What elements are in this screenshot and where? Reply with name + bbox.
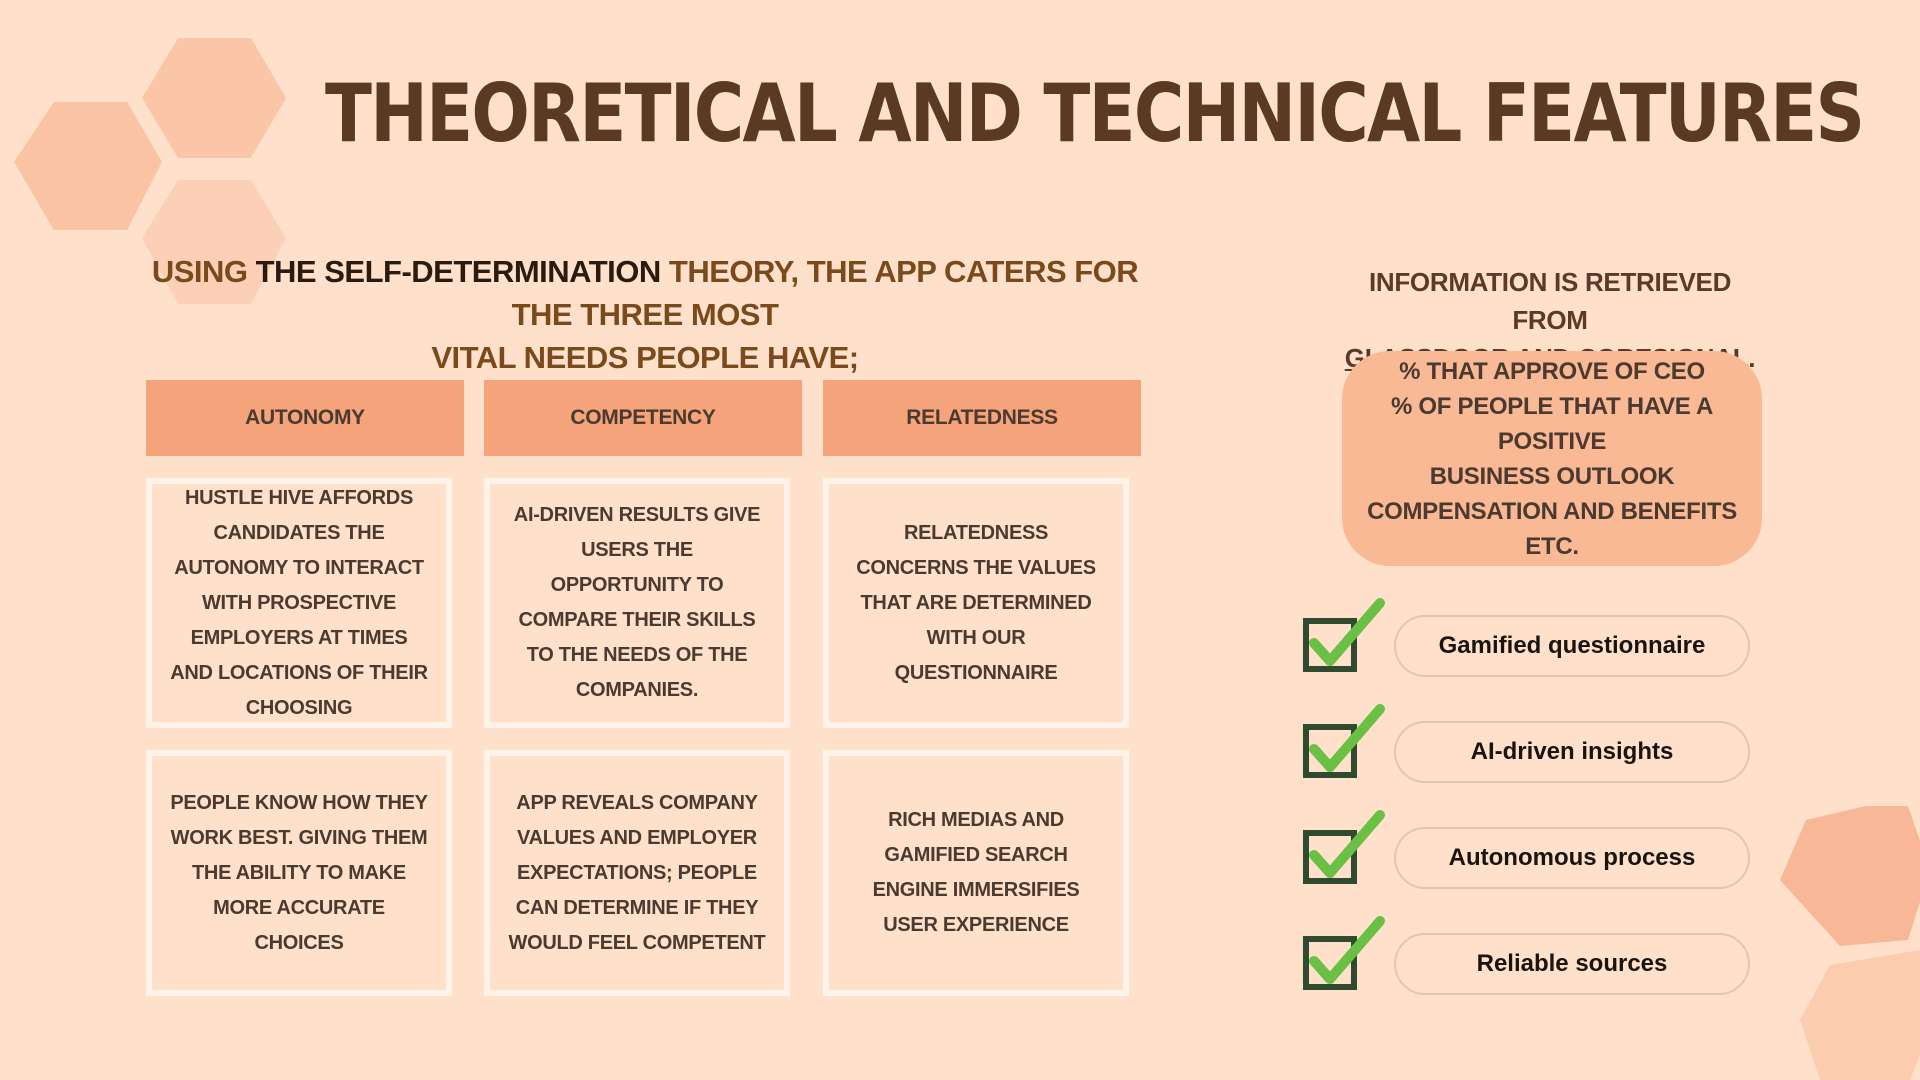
metrics-box: % THAT APPROVE OF CEO % OF PEOPLE THAT H…	[1342, 351, 1762, 566]
page-title: THEORETICAL AND TECHNICAL FEATURES	[325, 67, 1865, 160]
metric-item: % THAT APPROVE OF CEO	[1399, 357, 1705, 385]
column-header-autonomy: AUTONOMY	[146, 380, 464, 456]
cell-autonomy-2: PEOPLE KNOW HOW THEY WORK BEST. GIVING T…	[146, 750, 452, 996]
cell-competency-2: APP REVEALS COMPANY VALUES AND EMPLOYER …	[484, 750, 790, 996]
checkbox-checked-icon	[1303, 704, 1385, 778]
cell-relatedness-1: RELATEDNESS CONCERNS THE VALUES THAT ARE…	[823, 478, 1129, 728]
feature-pill-ai-driven-insights: AI-driven insights	[1394, 721, 1750, 783]
feature-pill-reliable-sources: Reliable sources	[1394, 933, 1750, 995]
metric-item: BUSINESS OUTLOOK	[1429, 462, 1675, 490]
checkbox-checked-icon	[1303, 598, 1385, 672]
feature-row: Gamified questionnaire	[1300, 597, 1760, 687]
checkbox-checked-icon	[1303, 810, 1385, 884]
info-period: .	[1748, 343, 1756, 373]
column-header-relatedness: RELATEDNESS	[823, 380, 1141, 456]
intro-text-part1: USING	[151, 254, 256, 289]
info-line1: INFORMATION IS RETRIEVED FROM	[1368, 267, 1732, 335]
intro-text-highlight: THE SELF-DETERMINATION	[255, 254, 662, 289]
feature-row: Autonomous process	[1300, 809, 1760, 899]
intro-text-line2: VITAL NEEDS PEOPLE HAVE;	[431, 340, 859, 375]
column-header-competency: COMPETENCY	[484, 380, 802, 456]
cell-autonomy-1: HUSTLE HIVE AFFORDS CANDIDATES THE AUTON…	[146, 478, 452, 728]
metric-item: ETC.	[1525, 532, 1579, 560]
feature-pill-autonomous-process: Autonomous process	[1394, 827, 1750, 889]
hexagon-decoration-top-left	[14, 38, 286, 304]
checkbox-checked-icon	[1303, 916, 1385, 990]
cell-relatedness-2: RICH MEDIAS AND GAMIFIED SEARCH ENGINE I…	[823, 750, 1129, 996]
intro-text-part3: THEORY, THE APP CATERS FOR THE THREE MOS…	[511, 254, 1139, 332]
metric-item: % OF PEOPLE THAT HAVE A POSITIVE	[1390, 392, 1713, 455]
hexagon-decoration-bottom-right	[1780, 806, 1920, 1080]
intro-text: USING THE SELF-DETERMINATION THEORY, THE…	[140, 250, 1150, 379]
feature-row: Reliable sources	[1300, 915, 1760, 1005]
feature-pill-gamified-questionnaire: Gamified questionnaire	[1394, 615, 1750, 677]
metric-item: COMPENSATION AND BENEFITS	[1367, 497, 1737, 525]
feature-row: AI-driven insights	[1300, 703, 1760, 793]
cell-competency-1: AI-DRIVEN RESULTS GIVE USERS THE OPPORTU…	[484, 478, 790, 728]
